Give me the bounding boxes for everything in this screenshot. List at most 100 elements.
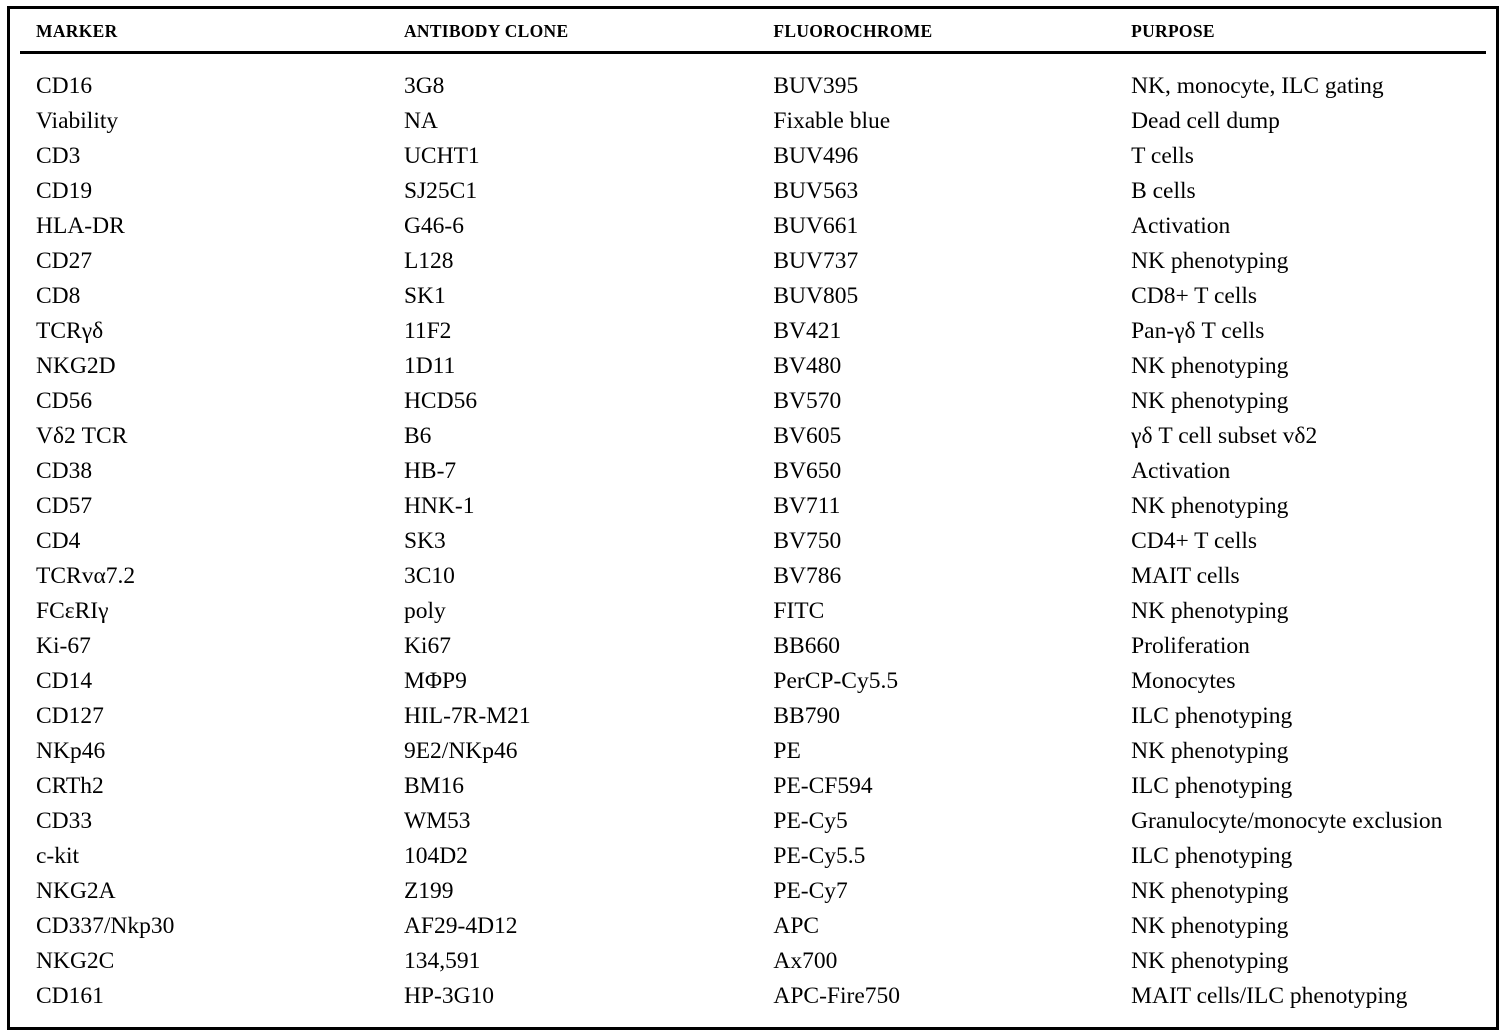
cell-purpose: NK phenotyping [1131, 353, 1289, 379]
cell-fluorochrome: BB660 [773, 633, 840, 659]
cell-purpose: NK phenotyping [1131, 598, 1289, 624]
cell-purpose: ILC phenotyping [1131, 773, 1293, 799]
table-row: CD38 HB-7 BV650 Activation [20, 454, 1486, 489]
table-row: c-kit 104D2 PE-Cy5.5 ILC phenotyping [20, 839, 1486, 874]
table-row: CD33 WM53 PE-Cy5 Granulocyte/monocyte exclu… [20, 804, 1486, 839]
cell-marker: CD337/Nkp30 [36, 913, 175, 939]
cell-marker: CRTh2 [36, 773, 104, 799]
cell-antibody-clone: HIL-7R-M21 [403, 703, 531, 729]
table-row: CD56 HCD56 BV570 NK phenotyping [20, 384, 1486, 419]
cell-marker: CD56 [36, 388, 93, 414]
cell-purpose: Pan-γδ T cells [1131, 318, 1265, 344]
cell-purpose: Activation [1131, 458, 1231, 484]
column-header-marker: MARKER [20, 9, 388, 54]
cell-antibody-clone: 104D2 [403, 843, 468, 869]
cell-marker: CD14 [36, 668, 93, 694]
cell-antibody-clone: 3C10 [403, 563, 455, 589]
cell-fluorochrome: PE-Cy5.5 [773, 843, 866, 869]
table-row: CD4 SK3 BV750 CD4+ T cells [20, 524, 1486, 559]
cell-purpose: T cells [1131, 143, 1194, 169]
cell-antibody-clone: NA [403, 108, 438, 134]
cell-purpose: NK phenotyping [1131, 493, 1289, 519]
cell-antibody-clone: SK1 [403, 283, 446, 309]
cell-fluorochrome: APC-Fire750 [773, 983, 901, 1009]
cell-marker: CD3 [36, 143, 81, 169]
cell-purpose: Dead cell dump [1131, 108, 1280, 134]
cell-purpose: Monocytes [1131, 668, 1236, 694]
cell-marker: TCRvα7.2 [36, 563, 136, 589]
table-row: NKG2D 1D11 BV480 NK phenotyping [20, 349, 1486, 384]
cell-purpose: Granulocyte/monocyte exclusion [1131, 808, 1443, 834]
cell-fluorochrome: Fixable blue [773, 108, 891, 134]
cell-marker: CD127 [36, 703, 104, 729]
cell-purpose: B cells [1131, 178, 1196, 204]
table-row: TCRvα7.2 3C10 BV786 MAIT cells [20, 559, 1486, 594]
cell-marker: CD16 [36, 73, 93, 99]
column-header-purpose: PURPOSE [1115, 9, 1486, 54]
table-frame: MARKER ANTIBODY CLONE FLUOROCHROME PURPO… [7, 6, 1499, 1030]
cell-fluorochrome: BV605 [773, 423, 842, 449]
cell-marker: c-kit [36, 843, 80, 869]
cell-fluorochrome: FITC [773, 598, 825, 624]
cell-purpose: NK phenotyping [1131, 878, 1289, 904]
cell-antibody-clone: HNK-1 [403, 493, 475, 519]
table-row: CD19 SJ25C1 BUV563 B cells [20, 174, 1486, 209]
cell-antibody-clone: AF29-4D12 [403, 913, 518, 939]
cell-antibody-clone: 3G8 [403, 73, 445, 99]
cell-marker: NKG2C [36, 948, 115, 974]
cell-purpose: NK, monocyte, ILC gating [1131, 73, 1384, 99]
table-row: Viability NA Fixable blue Dead cell dump [20, 104, 1486, 139]
cell-marker: NKG2D [36, 353, 116, 379]
cell-marker: FCεRIγ [36, 598, 109, 624]
cell-fluorochrome: PE-Cy5 [773, 808, 848, 834]
table-row: CD16 3G8 BUV395 NK, monocyte, ILC gating [20, 53, 1486, 105]
cell-marker: NKG2A [36, 878, 116, 904]
cell-antibody-clone: G46-6 [403, 213, 464, 239]
cell-fluorochrome: BV570 [773, 388, 842, 414]
table-row: CD8 SK1 BUV805 CD8+ T cells [20, 279, 1486, 314]
cell-fluorochrome: BUV395 [773, 73, 859, 99]
cell-purpose: ILC phenotyping [1131, 703, 1293, 729]
cell-antibody-clone: Ki67 [403, 633, 451, 659]
column-header-fluorochrome: FLUOROCHROME [757, 9, 1116, 54]
cell-fluorochrome: BV750 [773, 528, 842, 554]
cell-antibody-clone: poly [403, 598, 446, 624]
cell-marker: CD57 [36, 493, 93, 519]
cell-purpose: Proliferation [1131, 633, 1250, 659]
cell-purpose: MAIT cells [1131, 563, 1240, 589]
cell-fluorochrome: PE [773, 738, 801, 764]
cell-fluorochrome: BV786 [773, 563, 842, 589]
table-row: CD27 L128 BUV737 NK phenotyping [20, 244, 1486, 279]
cell-marker: Vδ2 TCR [36, 423, 128, 449]
header-row: MARKER ANTIBODY CLONE FLUOROCHROME PURPO… [20, 9, 1486, 54]
cell-purpose: Activation [1131, 213, 1231, 239]
cell-purpose: NK phenotyping [1131, 913, 1289, 939]
table-row: CRTh2 BM16 PE-CF594 ILC phenotyping [20, 769, 1486, 804]
cell-antibody-clone: SJ25C1 [403, 178, 478, 204]
cell-fluorochrome: BUV737 [773, 248, 859, 274]
cell-purpose: MAIT cells/ILC phenotyping [1131, 983, 1408, 1009]
cell-marker: Ki-67 [36, 633, 91, 659]
cell-antibody-clone: 1D11 [403, 353, 456, 379]
table-row: Ki-67 Ki67 BB660 Proliferation [20, 629, 1486, 664]
cell-fluorochrome: PE-CF594 [773, 773, 873, 799]
cell-purpose: NK phenotyping [1131, 388, 1289, 414]
cell-antibody-clone: BM16 [403, 773, 465, 799]
table-row: CD14 MΦP9 PerCP-Cy5.5 Monocytes [20, 664, 1486, 699]
cell-fluorochrome: PerCP-Cy5.5 [773, 668, 899, 694]
table-body: CD16 3G8 BUV395 NK, monocyte, ILC gating Via… [20, 53, 1486, 1023]
cell-marker: Viability [36, 108, 119, 134]
table-row: Vδ2 TCR B6 BV605 γδ T cell subset vδ2 [20, 419, 1486, 454]
cell-fluorochrome: Ax700 [773, 948, 838, 974]
cell-antibody-clone: SK3 [403, 528, 446, 554]
table-row: CD127 HIL-7R-M21 BB790 ILC phenotyping [20, 699, 1486, 734]
table-row: NKG2C 134,591 Ax700 NK phenotyping [20, 944, 1486, 979]
cell-marker: TCRγδ [36, 318, 104, 344]
table-row: CD337/Nkp30 AF29-4D12 APC NK phenotyping [20, 909, 1486, 944]
cell-marker: CD38 [36, 458, 93, 484]
cell-fluorochrome: BB790 [773, 703, 840, 729]
cell-purpose: ILC phenotyping [1131, 843, 1293, 869]
cell-fluorochrome: BV480 [773, 353, 842, 379]
cell-marker: CD4 [36, 528, 81, 554]
cell-marker: NKp46 [36, 738, 106, 764]
